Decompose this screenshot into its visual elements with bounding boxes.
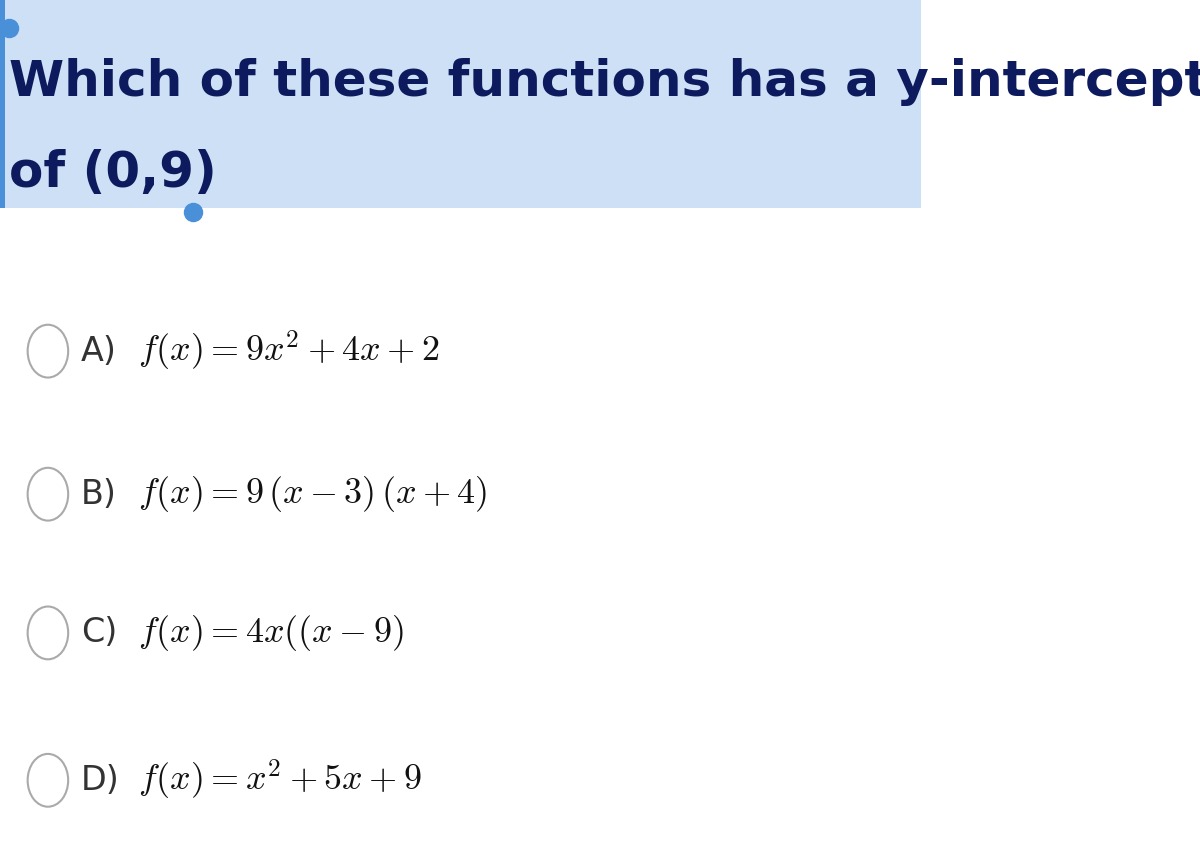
Ellipse shape — [28, 325, 68, 377]
Ellipse shape — [28, 468, 68, 520]
Ellipse shape — [28, 754, 68, 806]
Ellipse shape — [28, 607, 68, 659]
Text: $f(x) = 9\,(x-3)\,(x+4)$: $f(x) = 9\,(x-3)\,(x+4)$ — [138, 474, 487, 514]
Text: of (0,9): of (0,9) — [10, 149, 217, 198]
FancyBboxPatch shape — [0, 0, 922, 208]
Text: D): D) — [82, 764, 120, 797]
Text: Which of these functions has a y-intercept: Which of these functions has a y-interce… — [10, 58, 1200, 107]
Text: $f(x) = 4x((x - 9)$: $f(x) = 4x((x - 9)$ — [138, 613, 404, 653]
Text: C): C) — [82, 616, 118, 649]
Text: B): B) — [82, 478, 116, 511]
FancyBboxPatch shape — [0, 0, 5, 208]
Text: $f(x) = x^{2} + 5x + 9$: $f(x) = x^{2} + 5x + 9$ — [138, 759, 421, 802]
Text: $f(x) = 9x^{2} + 4x + 2$: $f(x) = 9x^{2} + 4x + 2$ — [138, 329, 439, 373]
Text: A): A) — [82, 335, 116, 368]
